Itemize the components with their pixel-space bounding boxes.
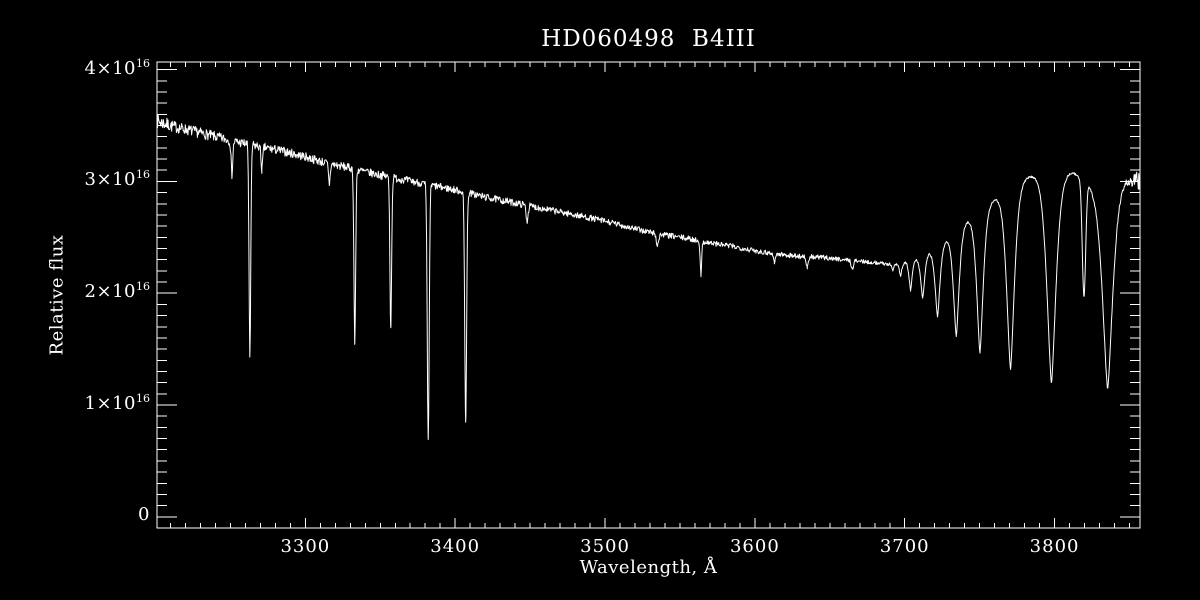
x-tick-label: 3800: [1029, 536, 1080, 557]
y-tick-label: 2×1016: [84, 280, 150, 303]
y-tick-label: 3×1016: [84, 168, 150, 191]
y-axis-label: Relative flux: [46, 234, 68, 356]
y-tick-label: 4×1016: [84, 56, 150, 79]
axis-ticks: [157, 62, 1140, 528]
plot-frame-rect: [156, 61, 1141, 529]
plot-frame: [156, 61, 1141, 529]
x-tick-label: 3700: [879, 536, 930, 557]
spectrum-trace: [156, 114, 1141, 441]
x-tick-label: 3500: [580, 536, 630, 557]
chart-title: HD060498 B4III: [541, 26, 756, 52]
spectrum-path: [156, 114, 1141, 441]
x-tick-label: 3400: [430, 536, 481, 557]
y-tick-label: 0: [138, 503, 150, 525]
y-tick-label: 1×1016: [84, 392, 150, 414]
x-axis-label: Wavelength, Å: [579, 557, 718, 578]
x-tick-label: 3300: [280, 536, 331, 557]
x-tick-label: 3600: [729, 536, 780, 557]
